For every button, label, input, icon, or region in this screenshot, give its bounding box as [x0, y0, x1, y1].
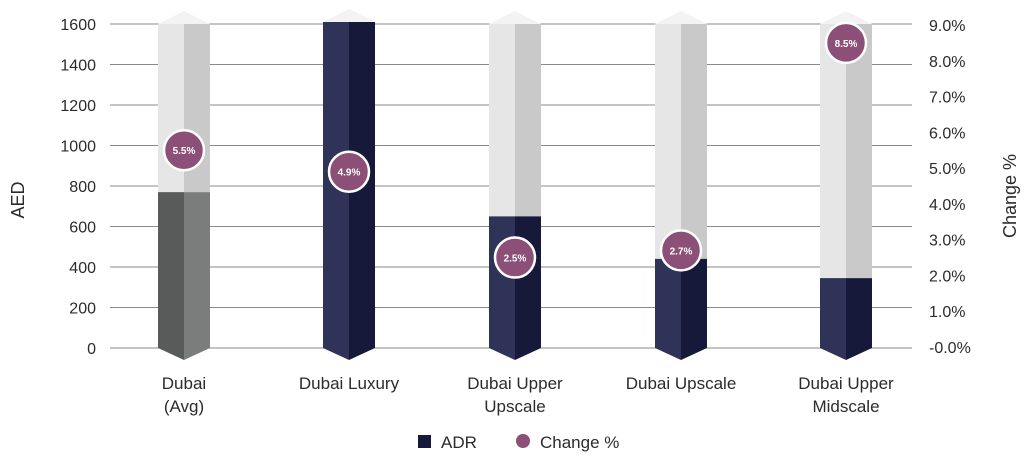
- bar-track-front: [489, 24, 515, 217]
- right-tick-label: -0.0%: [929, 340, 971, 357]
- change-points-layer: 5.5% 4.9% 2.5% 2.7% 8.5%: [162, 21, 868, 279]
- right-tick-label: 3.0%: [929, 233, 965, 250]
- bar-fill-side: [846, 278, 872, 360]
- bar-track-front: [820, 24, 846, 279]
- category-label-line: Midscale: [812, 397, 879, 416]
- bar-fill-front: [820, 278, 846, 360]
- left-tick-label: 200: [69, 301, 96, 318]
- right-axis-title: Change %: [1000, 154, 1020, 238]
- left-tick-label: 1600: [60, 17, 96, 34]
- category-label-line: Dubai: [162, 374, 206, 393]
- bar-track-side: [846, 24, 872, 279]
- bar-fill-side: [349, 21, 375, 360]
- bars-layer: [158, 8, 872, 360]
- legend: ADR Change %: [418, 433, 619, 452]
- category-label-line: Dubai Upscale: [626, 374, 737, 393]
- left-tick-label: 0: [87, 341, 96, 358]
- right-tick-label: 8.0%: [929, 54, 965, 71]
- change-point-marker: [659, 229, 703, 272]
- bar-track-cap: [489, 11, 541, 24]
- bar-track-cap: [655, 11, 707, 24]
- left-axis-ticks: 0 200 400 600 800 1000 1200 1400 1600: [60, 17, 96, 358]
- bar-fill-front: [158, 192, 184, 360]
- legend-adr-swatch: [418, 435, 431, 448]
- right-tick-label: 4.0%: [929, 197, 965, 214]
- left-tick-label: 400: [69, 260, 96, 277]
- bar-fill-side: [681, 258, 707, 360]
- left-tick-label: 600: [69, 220, 96, 237]
- left-tick-label: 800: [69, 179, 96, 196]
- adr-bar: [158, 11, 210, 360]
- bar-track-side: [681, 24, 707, 259]
- change-point-marker: [824, 21, 868, 65]
- change-point-marker: [162, 128, 206, 172]
- category-label: Dubai (Avg): [162, 374, 206, 416]
- category-label-line: Dubai Luxury: [299, 374, 400, 393]
- change-point-label: 4.9%: [338, 168, 361, 179]
- adr-bar: [820, 11, 872, 360]
- left-tick-label: 1200: [60, 98, 96, 115]
- legend-change-label: Change %: [540, 433, 619, 452]
- left-axis-title: AED: [8, 181, 28, 218]
- bar-cap: [323, 8, 375, 22]
- left-tick-label: 1400: [60, 58, 96, 75]
- category-label-line: (Avg): [164, 397, 204, 416]
- change-point: 2.5%: [493, 236, 537, 279]
- change-point-marker: [327, 150, 371, 193]
- change-point: 5.5%: [162, 128, 206, 172]
- legend-change-swatch: [516, 434, 530, 448]
- right-tick-label: 1.0%: [929, 304, 965, 321]
- category-label-line: Dubai Upper: [798, 374, 894, 393]
- category-label-line: Upscale: [484, 397, 545, 416]
- right-tick-label: 7.0%: [929, 90, 965, 107]
- bar-track-cap: [158, 11, 210, 24]
- category-label: Dubai Luxury: [299, 374, 400, 393]
- legend-adr-label: ADR: [441, 433, 477, 452]
- change-point-label: 8.5%: [835, 39, 858, 50]
- adr-bar: [655, 11, 707, 360]
- bar-track-front: [655, 24, 681, 259]
- bar-track-side: [515, 24, 541, 217]
- change-point: 8.5%: [824, 21, 868, 65]
- change-point: 4.9%: [327, 150, 371, 193]
- category-labels: Dubai (Avg) Dubai Luxury Dubai Upper Upscale…: [162, 374, 894, 416]
- change-point-label: 2.5%: [504, 254, 527, 265]
- change-point-label: 5.5%: [173, 146, 196, 157]
- bar-fill-front: [655, 258, 681, 360]
- right-axis-ticks: -0.0% 1.0% 2.0% 3.0% 4.0% 5.0% 6.0% 7.0% 8.0% 9.0…: [929, 18, 971, 357]
- bar-track-cap: [820, 11, 872, 24]
- change-point-label: 2.7%: [670, 246, 693, 257]
- change-point-marker: [493, 236, 537, 279]
- adr-bar: [489, 11, 541, 360]
- right-tick-label: 5.0%: [929, 161, 965, 178]
- right-tick-label: 2.0%: [929, 268, 965, 285]
- left-tick-label: 1000: [60, 139, 96, 156]
- category-label: Dubai Upscale: [626, 374, 737, 393]
- right-tick-label: 6.0%: [929, 125, 965, 142]
- bar-fill-side: [184, 192, 210, 360]
- right-tick-label: 9.0%: [929, 18, 965, 35]
- adr-bar: [323, 8, 375, 360]
- category-label-line: Dubai Upper: [467, 374, 563, 393]
- bar-fill-front: [323, 21, 349, 360]
- category-label: Dubai Upper Midscale: [798, 374, 894, 416]
- change-point: 2.7%: [659, 229, 703, 272]
- category-label: Dubai Upper Upscale: [467, 374, 563, 416]
